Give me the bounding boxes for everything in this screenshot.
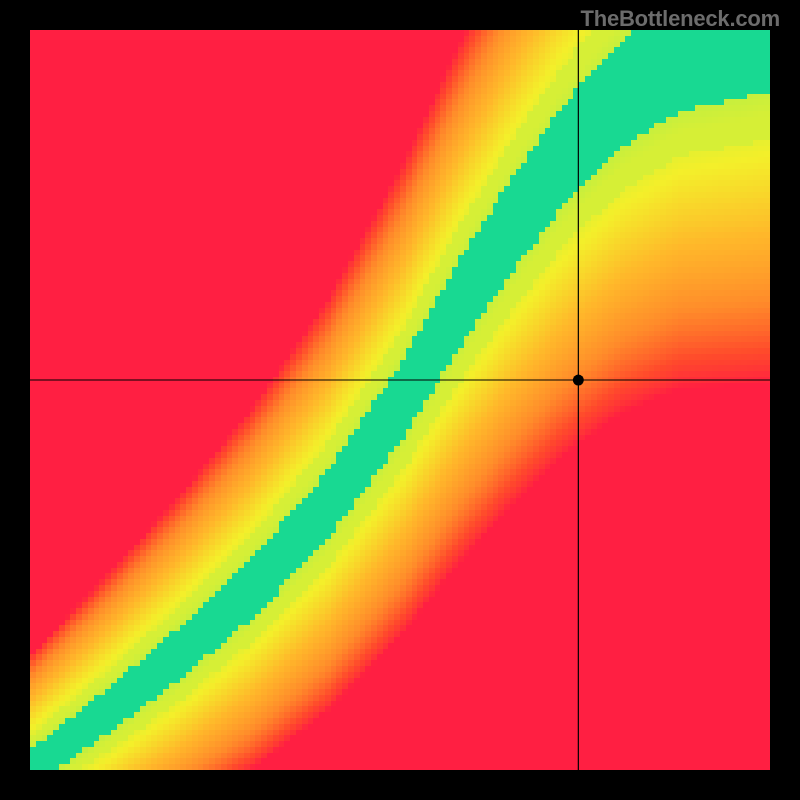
root-container: TheBottleneck.com — [0, 0, 800, 800]
watermark-text: TheBottleneck.com — [580, 6, 780, 32]
bottleneck-heatmap — [0, 0, 800, 800]
